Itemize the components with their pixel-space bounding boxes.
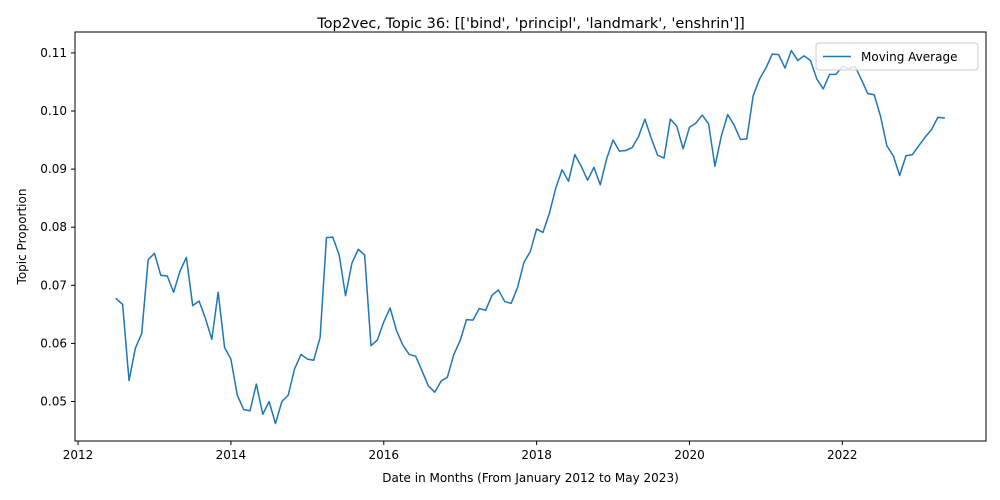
y-axis-label: Topic Proportion: [15, 189, 29, 286]
axes-frame: [74, 31, 987, 442]
legend-frame: [815, 42, 979, 71]
x-tick-label: 2016: [368, 448, 399, 462]
x-axis: 2012 2014 2016 2018 2020 2022: [63, 441, 858, 462]
legend-label-moving-average: Moving Average: [861, 50, 957, 64]
y-tick-label: 0.09: [40, 162, 67, 176]
x-tick-label: 2012: [63, 448, 94, 462]
x-axis-label: Date in Months (From January 2012 to May…: [382, 471, 679, 485]
series-line-moving-average: [115, 49, 946, 425]
y-tick-label: 0.11: [40, 46, 67, 60]
series-layer: [115, 49, 946, 425]
plot-area: 2012 2014 2016 2018 2020 2022 0.050.060.070.0…: [40, 31, 987, 462]
x-tick-label: 2020: [674, 448, 705, 462]
x-tick-label: 2014: [216, 448, 247, 462]
y-tick-label: 0.05: [40, 394, 67, 408]
x-tick-label: 2018: [521, 448, 552, 462]
x-tick-label: 2022: [827, 448, 858, 462]
y-axis: 0.05 0.06 0.07 0.08 0.09 0.10 0.11: [40, 46, 75, 408]
legend: Moving Average: [815, 42, 979, 71]
chart-title: Top2vec, Topic 36: [['bind', 'principl',…: [316, 16, 745, 32]
y-tick-label: 0.10: [40, 104, 67, 118]
y-tick-label: 0.06: [40, 336, 67, 350]
y-tick-label: 0.08: [40, 220, 67, 234]
y-tick-label: 0.07: [40, 278, 67, 292]
